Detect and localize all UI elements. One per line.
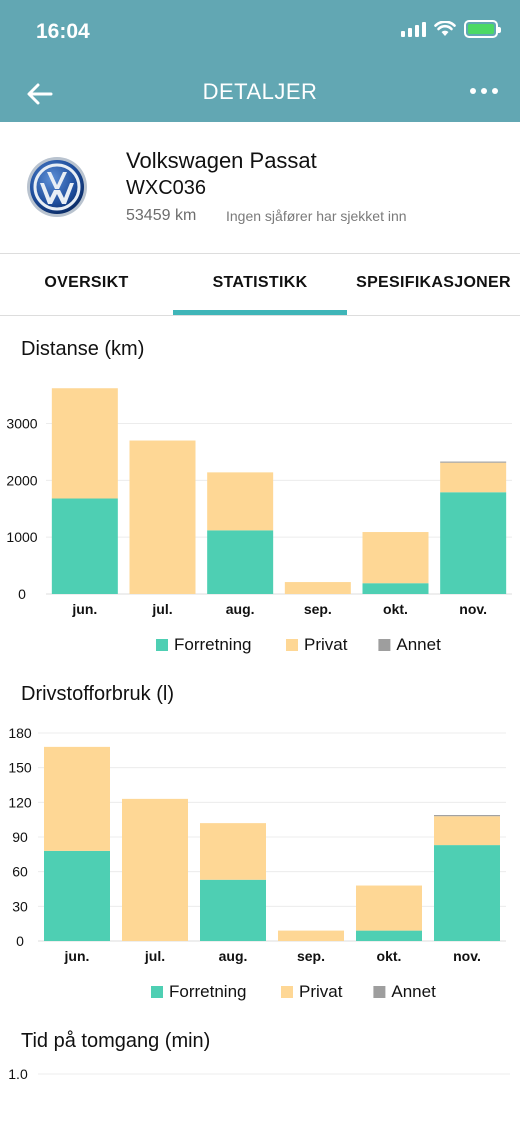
more-dots-icon[interactable]	[470, 88, 498, 94]
vehicle-odometer: 53459 km	[126, 207, 197, 224]
tab-bar: OVERSIKT STATISTIKK SPESIFIKASJONER	[0, 256, 520, 316]
bar-forretning-jun	[51, 498, 118, 594]
legend-label-privat: Privat	[304, 635, 348, 654]
status-time: 16:04	[36, 20, 90, 43]
bar-privat-nov	[434, 816, 500, 846]
bar-privat-jun	[44, 746, 110, 851]
driver-status: Ingen sjåfører har sjekket inn	[226, 208, 407, 224]
y-tick-label: 1000	[6, 529, 37, 545]
x-tick-label: okt.	[383, 601, 408, 617]
bar-annet-nov	[434, 815, 500, 817]
active-tab-indicator	[173, 310, 347, 315]
bar-forretning-okt	[362, 583, 429, 594]
legend-label-annet: Annet	[396, 635, 441, 654]
status-icons	[401, 20, 501, 38]
y-tick-label: 180	[8, 725, 32, 741]
legend-swatch-privat	[286, 639, 298, 651]
tab-statistikk[interactable]: STATISTIKK	[212, 274, 308, 291]
wifi-icon	[434, 21, 456, 36]
bar-forretning-aug	[200, 879, 266, 941]
legend-label-annet: Annet	[391, 982, 436, 1001]
bar-forretning-nov	[434, 845, 500, 941]
bar-privat-aug	[200, 823, 266, 880]
x-tick-label: aug.	[219, 948, 248, 964]
page-title: DETALJER	[202, 79, 318, 104]
bar-privat-jul	[129, 440, 196, 594]
vehicle-header: Volkswagen Passat WXC036 53459 km Ingen …	[0, 122, 520, 254]
bar-privat-sep	[278, 930, 344, 941]
y-tick-label: 90	[12, 829, 28, 845]
x-tick-label: nov.	[453, 948, 481, 964]
bar-privat-nov	[440, 462, 507, 493]
bar-annet-nov	[440, 461, 507, 463]
y-tick-label: 120	[8, 794, 32, 810]
y-tick-label: 0	[16, 933, 24, 949]
y-tick-label: 60	[12, 864, 28, 880]
battery-icon	[464, 20, 501, 38]
y-tick-label: 3000	[6, 415, 37, 431]
tab-spesifikasjoner[interactable]: SPESIFIKASJONER	[356, 274, 511, 291]
bar-privat-jun	[51, 388, 118, 499]
bar-privat-sep	[284, 582, 351, 594]
legend-label-privat: Privat	[299, 982, 343, 1001]
x-tick-label: nov.	[459, 601, 487, 617]
volkswagen-logo	[27, 157, 87, 217]
legend-swatch-annet	[378, 639, 391, 651]
distance-chart: 0 1000 2000 3000 jun. jul. aug. sep. okt. nov. For…	[6, 388, 512, 654]
x-tick-label: aug.	[226, 601, 255, 617]
y-tick-label: 2000	[6, 472, 37, 488]
legend-swatch-forretning	[156, 639, 168, 651]
bar-forretning-jun	[44, 850, 110, 941]
bar-forretning-aug	[207, 530, 274, 594]
bar-forretning-okt	[356, 930, 422, 941]
legend-swatch-privat	[281, 986, 293, 998]
legend-swatch-annet	[373, 986, 386, 998]
x-tick-label: sep.	[304, 601, 332, 617]
x-tick-label: okt.	[377, 948, 402, 964]
legend-label-forretning: Forretning	[174, 635, 251, 654]
y-tick-label: 150	[8, 760, 32, 776]
legend-swatch-forretning	[151, 986, 163, 998]
idle-time-chart: 1.0	[8, 1066, 510, 1082]
vehicle-plate: WXC036	[126, 177, 207, 199]
chart-title-distanse: Distanse (km)	[21, 338, 145, 360]
bar-privat-aug	[207, 472, 274, 531]
x-tick-label: jul.	[151, 601, 172, 617]
y-tick-label: 1.0	[8, 1066, 28, 1082]
bar-privat-jul	[122, 798, 188, 941]
y-tick-label: 0	[18, 586, 26, 602]
x-tick-label: jun.	[71, 601, 97, 617]
arrow-left-icon[interactable]	[24, 78, 56, 110]
tab-oversikt[interactable]: OVERSIKT	[44, 274, 129, 291]
x-tick-label: jun.	[64, 948, 90, 964]
bar-privat-okt	[356, 885, 422, 931]
chart-title-drivstoff: Drivstofforbruk (l)	[21, 683, 174, 705]
bar-forretning-nov	[440, 492, 507, 594]
y-tick-label: 30	[12, 898, 28, 914]
vehicle-name: Volkswagen Passat	[126, 148, 317, 173]
x-tick-label: jul.	[144, 948, 165, 964]
cellular-signal-icon	[401, 21, 426, 37]
app-header: 16:04 DETALJER	[0, 0, 520, 122]
legend-label-forretning: Forretning	[169, 982, 246, 1001]
bar-privat-okt	[362, 532, 429, 584]
chart-title-tomgang: Tid på tomgang (min)	[21, 1030, 211, 1052]
x-tick-label: sep.	[297, 948, 325, 964]
fuel-chart: 0 30 60 90 120 150 180 jun. jul. aug. sep. okt. nov.…	[8, 725, 506, 1001]
